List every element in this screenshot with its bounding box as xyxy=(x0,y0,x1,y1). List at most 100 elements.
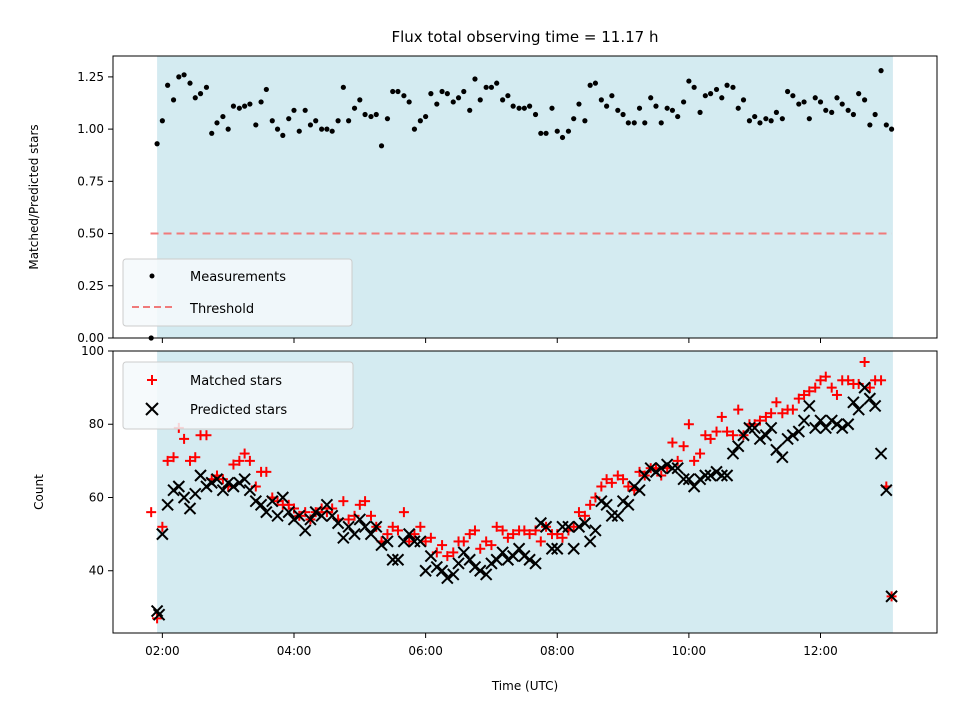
measurement-point xyxy=(609,93,615,99)
predicted-point xyxy=(562,520,575,533)
predicted-point xyxy=(803,399,816,413)
predicted-point xyxy=(189,487,202,501)
predicted-point xyxy=(320,498,334,512)
measurement-point xyxy=(434,101,440,107)
predicted-point xyxy=(282,505,295,519)
measurement-point xyxy=(291,107,297,113)
measurement-point xyxy=(872,111,878,118)
measurement-point xyxy=(719,95,725,101)
bottom-y-axis-label: Count xyxy=(32,474,46,510)
measurement-point xyxy=(648,95,654,101)
top-x-ticks xyxy=(161,338,822,343)
measurement-point xyxy=(274,126,281,132)
measurement-point xyxy=(395,88,401,95)
measurement-point xyxy=(768,118,774,124)
predicted-point xyxy=(852,403,865,416)
measurement-point xyxy=(806,116,812,122)
predicted-points xyxy=(150,381,898,621)
matched-point xyxy=(420,536,431,547)
x-axis-label: Time (UTC) xyxy=(491,679,558,693)
measurement-point xyxy=(790,93,796,99)
matched-point xyxy=(321,507,332,518)
measurement-point xyxy=(746,118,753,124)
matched-point xyxy=(771,397,782,408)
predicted-point xyxy=(474,564,487,577)
matched-point xyxy=(458,536,469,547)
measurement-point xyxy=(455,95,462,101)
matched-point xyxy=(722,426,733,437)
matched-point xyxy=(157,521,168,532)
measurement-point xyxy=(620,111,626,118)
matched-point xyxy=(826,382,837,393)
measurement-point xyxy=(296,128,302,134)
matched-point xyxy=(365,510,376,521)
measurement-point xyxy=(378,143,385,149)
predicted-point xyxy=(304,513,317,526)
predicted-point xyxy=(726,447,740,460)
predicted-point xyxy=(572,520,586,533)
measurement-point xyxy=(664,105,670,111)
measurement-point xyxy=(604,103,610,109)
matched-point xyxy=(820,371,831,382)
measurement-point xyxy=(752,113,758,120)
predicted-point xyxy=(836,421,849,435)
predicted-point xyxy=(644,461,657,475)
top-y-axis-label: Matched/Predicted stars xyxy=(27,124,41,269)
measurement-point xyxy=(500,97,506,103)
measurement-point xyxy=(220,113,226,120)
measurement-point xyxy=(888,126,895,132)
measurement-point xyxy=(450,99,456,105)
predicted-point xyxy=(227,480,240,493)
predicted-point xyxy=(233,476,246,490)
measurement-point xyxy=(214,120,220,126)
predicted-point xyxy=(858,381,871,394)
matched-point xyxy=(623,481,634,492)
predicted-point xyxy=(397,535,411,548)
matched-point xyxy=(711,426,722,437)
predicted-point xyxy=(309,505,322,519)
bottom-panel: 40 60 80 100 02:00 04:00 06:00 08:00 10:00 12:00… xyxy=(32,344,938,693)
predicted-point xyxy=(666,461,679,475)
predicted-point xyxy=(847,396,860,409)
matched-point xyxy=(804,386,815,397)
predicted-point xyxy=(216,483,230,497)
measurement-point xyxy=(867,122,873,128)
matched-point xyxy=(727,430,738,441)
predicted-point xyxy=(720,469,734,482)
measurement-point xyxy=(527,103,533,109)
matched-point xyxy=(343,514,354,525)
predicted-point xyxy=(781,432,794,446)
predicted-point xyxy=(441,571,454,585)
measurement-point xyxy=(236,105,242,111)
measurement-point xyxy=(675,113,681,120)
matched-point xyxy=(793,393,804,404)
measurement-point xyxy=(390,88,396,95)
measurement-point xyxy=(763,116,769,122)
predicted-point xyxy=(315,509,328,523)
predicted-point xyxy=(693,472,707,486)
measurement-point xyxy=(735,105,741,111)
measurement-point xyxy=(707,91,714,97)
predicted-point xyxy=(743,421,756,435)
matched-point xyxy=(464,529,475,540)
predicted-point xyxy=(496,546,509,559)
measurement-point xyxy=(230,103,237,109)
predicted-point xyxy=(677,472,690,486)
matched-point xyxy=(179,433,190,444)
measurement-point xyxy=(439,88,445,95)
predicted-point xyxy=(200,480,213,493)
measurement-point xyxy=(329,128,335,134)
predicted-point xyxy=(260,505,273,519)
predicted-point xyxy=(205,476,218,490)
measurement-point xyxy=(549,105,555,111)
predicted-point xyxy=(622,498,635,512)
matched-point xyxy=(146,507,157,518)
bottom-x-tick-label: 10:00 xyxy=(672,644,707,658)
legend-matched-label: Matched stars xyxy=(190,374,282,389)
bottom-y-tick-label: 40 xyxy=(89,564,104,578)
legend-predicted-label: Predicted stars xyxy=(190,403,287,418)
measurement-point xyxy=(724,82,730,88)
predicted-point xyxy=(710,465,723,479)
predicted-point xyxy=(786,429,800,442)
